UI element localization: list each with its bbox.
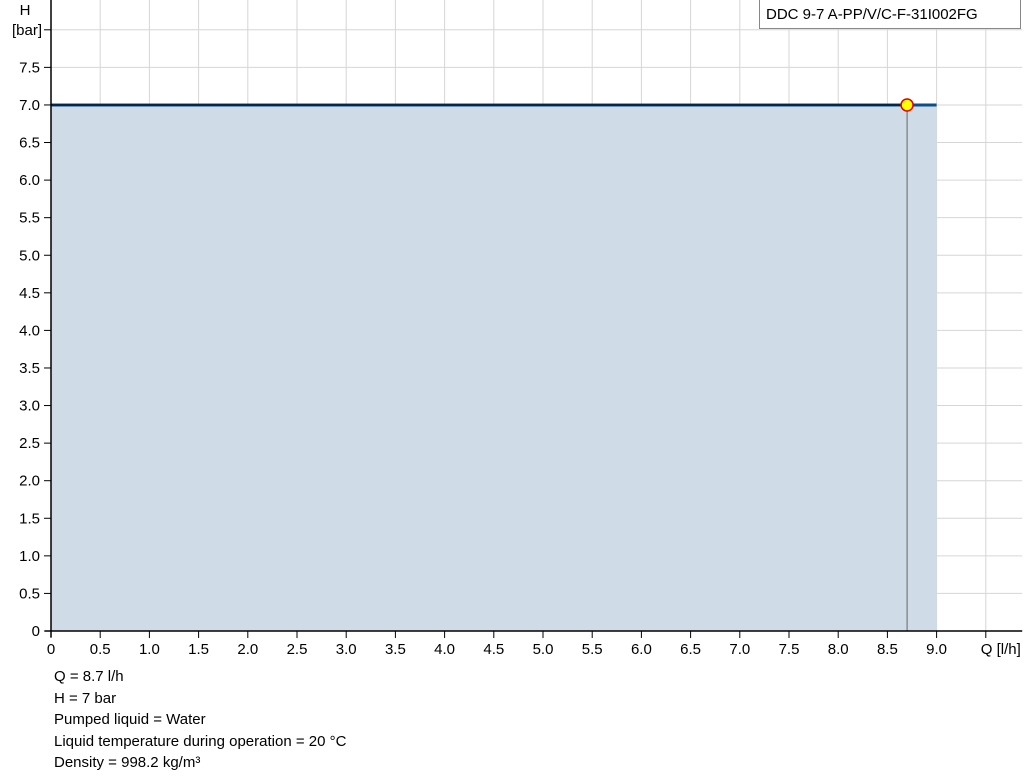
- y-tick-label: 1.0: [19, 548, 40, 565]
- y-tick-label: 6.0: [19, 172, 40, 189]
- y-tick-label: 3.5: [19, 360, 40, 377]
- y-tick-label: 7.5: [19, 59, 40, 76]
- x-tick-label: 5.0: [533, 641, 554, 658]
- x-tick-label: 2.0: [237, 641, 258, 658]
- x-tick-label: 5.5: [582, 641, 603, 658]
- y-tick-label: 5.0: [19, 247, 40, 264]
- info-density: Density = 998.2 kg/m³: [54, 754, 201, 771]
- x-tick-label: 3.5: [385, 641, 406, 658]
- y-tick-label: 1.5: [19, 510, 40, 527]
- y-tick-label: 3.0: [19, 398, 40, 415]
- x-tick-label: 1.0: [139, 641, 160, 658]
- y-axis-label: H: [20, 2, 31, 19]
- x-tick-label: 7.5: [779, 641, 800, 658]
- duty-point-info: Q = 8.7 l/h H = 7 bar Pumped liquid = Wa…: [54, 666, 346, 774]
- y-tick-label: 2.0: [19, 473, 40, 490]
- y-tick-label: 4.5: [19, 285, 40, 302]
- x-tick-label: 1.5: [188, 641, 209, 658]
- y-tick-label: 7.0: [19, 97, 40, 114]
- legend-box: DDC 9-7 A-PP/V/C-F-31I002FG: [759, 0, 1021, 29]
- x-tick-label: 0: [47, 641, 55, 658]
- x-tick-label: 6.0: [631, 641, 652, 658]
- x-tick-label: 4.5: [483, 641, 504, 658]
- legend-label: DDC 9-7 A-PP/V/C-F-31I002FG: [766, 6, 978, 23]
- duty-point-marker: [900, 98, 914, 112]
- y-tick-label: 6.5: [19, 135, 40, 152]
- info-head: H = 7 bar: [54, 689, 117, 707]
- x-tick-label: 8.0: [828, 641, 849, 658]
- y-tick-label: 5.5: [19, 210, 40, 227]
- x-tick-label: 2.5: [287, 641, 308, 658]
- y-tick-label: 4.0: [19, 322, 40, 339]
- y-tick-label: 0.5: [19, 585, 40, 602]
- info-liquid: Pumped liquid = Water: [54, 711, 206, 728]
- x-tick-label: 8.5: [877, 641, 898, 658]
- x-tick-label: 0.5: [90, 641, 111, 658]
- y-axis-unit: [bar]: [12, 22, 42, 39]
- curve-area: [51, 104, 937, 631]
- x-tick-label: 9.0: [926, 641, 947, 658]
- x-tick-label: 7.0: [729, 641, 750, 658]
- y-tick-label: 2.5: [19, 435, 40, 452]
- info-flow: Q = 8.7 l/h: [54, 668, 124, 685]
- info-temperature: Liquid temperature during operation = 20…: [54, 732, 347, 750]
- y-tick-label: 0: [32, 623, 40, 640]
- x-tick-label: 3.0: [336, 641, 357, 658]
- x-axis-label: Q [l/h]: [981, 641, 1021, 658]
- x-tick-label: 4.0: [434, 641, 455, 658]
- x-tick-label: 6.5: [680, 641, 701, 658]
